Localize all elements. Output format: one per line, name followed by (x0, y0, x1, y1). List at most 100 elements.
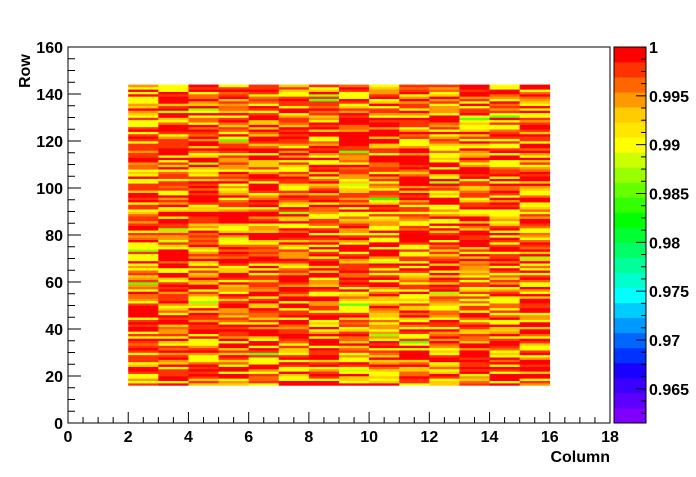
heatmap-cell (308, 321, 340, 325)
heatmap-cell (369, 376, 400, 379)
heatmap-cell (339, 176, 370, 179)
heatmap-cell (278, 364, 310, 367)
color-scale-band (614, 377, 646, 394)
heatmap-cell (339, 105, 370, 109)
heatmap-cell (459, 253, 490, 257)
x-tick-label: 12 (420, 429, 438, 446)
heatmap-cell (278, 117, 310, 121)
heatmap-cell (459, 195, 490, 198)
heatmap-cell (188, 354, 219, 358)
heatmap-cell (218, 336, 249, 339)
heatmap-cell (188, 352, 219, 356)
heatmap-cell (339, 359, 370, 363)
heatmap-cell (248, 326, 280, 330)
heatmap-cell (429, 91, 460, 95)
heatmap-cell (489, 101, 520, 104)
heatmap-cell (278, 133, 310, 137)
heatmap-cell (369, 204, 400, 208)
heatmap-cell (128, 155, 159, 158)
heatmap-cell (308, 253, 340, 257)
heatmap-cell (519, 155, 551, 158)
heatmap-cell (459, 230, 490, 233)
heatmap-cell (158, 296, 189, 299)
heatmap-cell (369, 296, 400, 299)
heatmap-cell (339, 237, 370, 240)
heatmap-cell (519, 138, 551, 142)
heatmap-cell (308, 166, 340, 170)
heatmap-cell (278, 326, 310, 330)
heatmap-cell (489, 232, 520, 236)
heatmap-cell (248, 343, 280, 346)
heatmap-cell (489, 108, 520, 111)
heatmap-cell (519, 284, 551, 287)
heatmap-cell (369, 101, 400, 104)
heatmap-cell (399, 112, 430, 116)
heatmap-cell (128, 141, 159, 144)
heatmap-cell (339, 164, 370, 168)
heatmap-cell (519, 136, 551, 139)
heatmap-cell (459, 293, 490, 297)
heatmap-cell (459, 359, 490, 363)
heatmap-cell (278, 296, 310, 299)
heatmap-cell (399, 96, 430, 99)
heatmap-cell (128, 279, 159, 283)
heatmap-cell (158, 91, 189, 95)
heatmap-cell (308, 110, 340, 114)
heatmap-cell (278, 202, 310, 205)
heatmap-cell (248, 333, 280, 337)
heatmap-cell (248, 112, 280, 116)
heatmap-cell (369, 321, 400, 325)
heatmap-cell (158, 216, 189, 219)
heatmap-cell (369, 211, 400, 215)
heatmap-cell (519, 126, 551, 130)
heatmap-cell (158, 380, 189, 384)
heatmap-cell (308, 319, 340, 323)
heatmap-cell (128, 190, 159, 193)
heatmap-cell (459, 89, 490, 92)
heatmap-cell (369, 345, 400, 349)
heatmap-cell (429, 242, 460, 245)
heatmap-cell (429, 312, 460, 316)
heatmap-cell (369, 136, 400, 139)
heatmap-cell (369, 180, 400, 184)
heatmap-cell (278, 216, 310, 219)
heatmap-cell (489, 91, 520, 95)
heatmap-cell (188, 218, 219, 222)
heatmap-cell (399, 126, 430, 130)
heatmap-cell (489, 143, 520, 146)
heatmap-cell (339, 319, 370, 323)
heatmap-cell (158, 265, 189, 269)
heatmap-cell (399, 155, 430, 158)
heatmap-cell (278, 173, 310, 177)
heatmap-cell (339, 326, 370, 330)
heatmap-cell (278, 192, 310, 196)
heatmap-cell (128, 263, 159, 266)
heatmap-cell (489, 263, 520, 266)
heatmap-cell (429, 232, 460, 236)
heatmap-cell (369, 343, 400, 346)
heatmap-cell (218, 333, 249, 337)
color-scale-band (614, 362, 646, 379)
heatmap-cell (489, 117, 520, 121)
heatmap-cell (399, 242, 430, 245)
heatmap-cell (188, 227, 219, 231)
heatmap-cell (308, 202, 340, 205)
heatmap-cell (339, 289, 370, 292)
heatmap-cell (339, 368, 370, 372)
heatmap-cell (429, 376, 460, 379)
heatmap-cell (278, 350, 310, 353)
heatmap-cell (158, 272, 189, 276)
heatmap-cell (308, 235, 340, 238)
heatmap-cell (369, 232, 400, 236)
heatmap-cell (278, 162, 310, 165)
heatmap-cell (158, 310, 189, 313)
heatmap-cell (248, 272, 280, 276)
heatmap-cell (278, 185, 310, 189)
heatmap-cell (399, 361, 430, 365)
heatmap-cell (188, 347, 219, 351)
heatmap-cell (459, 227, 490, 231)
heatmap-cell (369, 176, 400, 179)
heatmap-cell (188, 232, 219, 236)
heatmap-cell (218, 103, 249, 107)
heatmap-cell (158, 274, 189, 278)
